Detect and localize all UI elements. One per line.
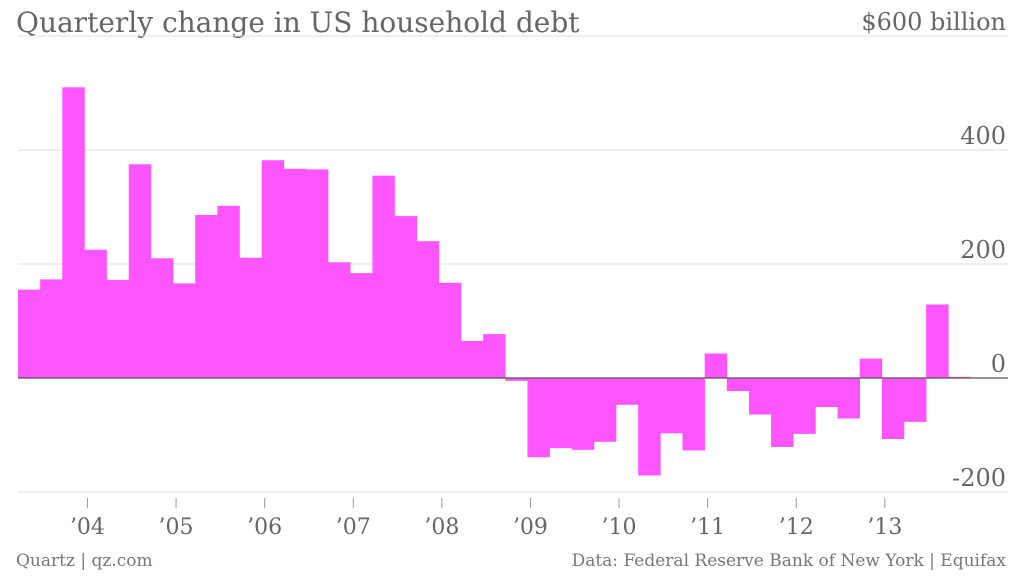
- chart-title: Quarterly change in US household debt: [16, 6, 580, 39]
- bar: [926, 304, 949, 378]
- bar: [748, 378, 772, 415]
- bar: [793, 378, 816, 434]
- x-tick-label: ’07: [336, 515, 371, 540]
- bar: [18, 289, 41, 378]
- bar: [150, 258, 174, 378]
- x-tick-labels: ’04 ’05 ’06 ’07 ’08 ’09 ’10 ’11 ’12 ’13: [70, 515, 902, 540]
- bar: [372, 175, 395, 378]
- bar: [461, 340, 484, 378]
- y-tick-label: 200: [960, 236, 1006, 264]
- bar: [438, 282, 462, 378]
- bar: [283, 168, 307, 378]
- bar: [616, 378, 639, 405]
- y-tick-label: 0: [991, 350, 1006, 378]
- y-tick-label: 400: [960, 122, 1006, 150]
- grid-lines: [18, 35, 1008, 493]
- y-tick-labels: $600 billion 400 200 0 -200: [861, 8, 1006, 492]
- bar: [571, 378, 595, 450]
- bar: [328, 262, 351, 378]
- bar: [704, 353, 728, 378]
- bar: [217, 205, 240, 378]
- bar: [173, 283, 196, 378]
- bar: [483, 334, 506, 378]
- x-tick-label: ’05: [159, 515, 194, 540]
- y-tick-label: $600 billion: [861, 8, 1006, 36]
- bar: [305, 169, 329, 378]
- bar: [261, 160, 285, 378]
- bar: [195, 214, 218, 378]
- data-source: Data: Federal Reserve Bank of New York |…: [571, 551, 1006, 571]
- x-tick-label: ’08: [424, 515, 459, 540]
- bar: [40, 279, 63, 378]
- bar: [726, 378, 750, 392]
- bar: [84, 249, 107, 378]
- y-tick-label: -200: [952, 464, 1006, 492]
- x-tick-label: ’11: [690, 515, 725, 540]
- bar: [859, 358, 883, 378]
- x-tick-label: ’06: [247, 515, 282, 540]
- bar: [904, 378, 927, 422]
- x-tick-label: ’12: [779, 515, 814, 540]
- bar: [881, 378, 905, 439]
- bar: [62, 87, 85, 379]
- bar: [394, 216, 417, 378]
- bar: [350, 273, 373, 378]
- bar: [505, 378, 528, 381]
- axis: [18, 377, 1008, 508]
- bar: [638, 378, 661, 476]
- bar: [593, 378, 617, 442]
- bars: [18, 87, 971, 476]
- bar: [416, 241, 440, 378]
- bar: [837, 378, 860, 419]
- bar: [660, 378, 683, 434]
- bar: [771, 378, 794, 447]
- bar: [527, 378, 550, 458]
- bar: [815, 378, 838, 408]
- bar: [239, 257, 262, 378]
- bar: [128, 164, 152, 378]
- bar: [106, 279, 130, 378]
- bar: [682, 378, 705, 451]
- source-credit: Quartz | qz.com: [16, 551, 153, 571]
- x-tick-label: ’13: [867, 515, 902, 540]
- x-tick-label: ’09: [513, 515, 548, 540]
- x-tick-label: ’10: [602, 515, 637, 540]
- bar: [549, 378, 573, 449]
- x-tick-label: ’04: [70, 515, 105, 540]
